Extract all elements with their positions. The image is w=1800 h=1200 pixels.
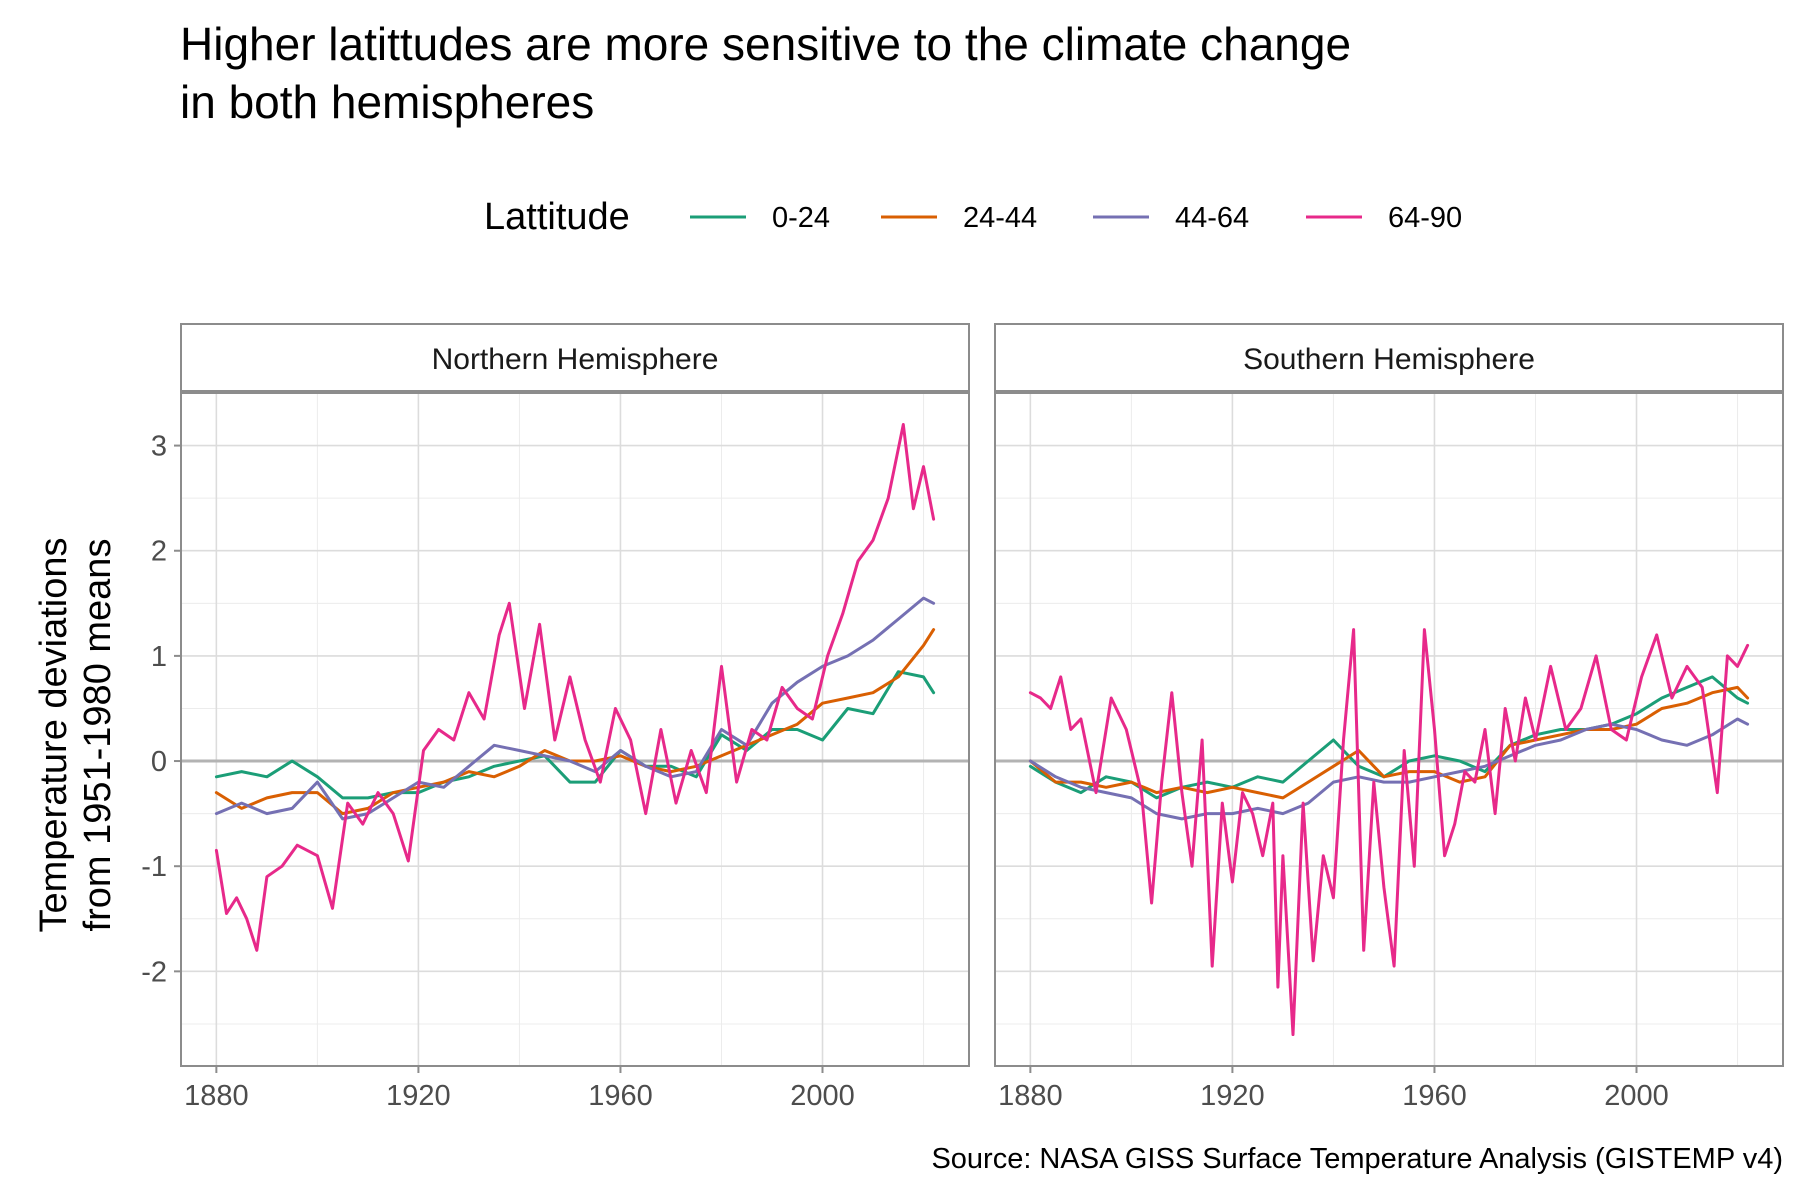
series-line-44-64-southern-hemisphere [1028, 717, 1750, 821]
y-axis-title-line-1: Temperature deviations [33, 538, 75, 933]
chart-title-line-2: in both hemispheres [180, 76, 594, 128]
series-line-0-24-northern-hemisphere [214, 670, 936, 800]
panel-border-northern-hemisphere [180, 392, 970, 1067]
x-tick-label: 1880 [998, 1080, 1063, 1112]
facet-label-northern-hemisphere: Northern Hemisphere [432, 343, 719, 376]
panel-northern-hemisphere: Northern Hemisphere 1880 1920 1960 2000 -2 -1 0… [141, 323, 970, 1112]
series-line-24-44-southern-hemisphere [1028, 685, 1750, 800]
legend-label-64-90: 64-90 [1388, 202, 1462, 234]
x-tick-label: 1960 [1402, 1080, 1467, 1112]
facet-strip-southern-hemisphere [994, 323, 1784, 392]
panel-southern-hemisphere: Southern Hemisphere 1880 1920 1960 2000 [994, 323, 1784, 1112]
x-tick-label: 1960 [588, 1080, 653, 1112]
legend-title: Lattitude [484, 196, 630, 238]
y-tick-label: -2 [141, 956, 167, 988]
legend: Lattitude 0-24 24-44 44-64 64-90 [484, 196, 1462, 238]
facet-strip-northern-hemisphere [180, 323, 970, 392]
panel-border-southern-hemisphere [994, 392, 1784, 1067]
legend-label-44-64: 44-64 [1175, 202, 1249, 234]
x-tick-label: 1920 [1200, 1080, 1265, 1112]
x-tick-label: 1920 [386, 1080, 451, 1112]
x-tick-label: 2000 [1604, 1080, 1669, 1112]
y-tick-label: -1 [141, 851, 167, 883]
x-tick-label: 2000 [790, 1080, 855, 1112]
series-line-64-90-northern-hemisphere [214, 423, 936, 952]
y-tick-label: 0 [151, 746, 167, 778]
facet-label-southern-hemisphere: Southern Hemisphere [1243, 343, 1535, 376]
series-line-0-24-southern-hemisphere [1028, 675, 1750, 800]
series-line-24-44-northern-hemisphere [214, 628, 936, 816]
y-axis-title: Temperature deviations from 1951-1980 me… [33, 538, 119, 933]
x-tick-label: 1880 [184, 1080, 249, 1112]
chart-caption: Source: NASA GISS Surface Temperature An… [931, 1143, 1783, 1175]
y-tick-label: 1 [151, 641, 167, 673]
panels: Northern Hemisphere 1880 1920 1960 2000 -2 -1 0… [141, 323, 1784, 1112]
y-tick-label: 3 [151, 431, 167, 463]
chart-title-line-1: Higher latittudes are more sensitive to … [180, 18, 1351, 70]
legend-label-0-24: 0-24 [772, 202, 830, 234]
y-axis-title-line-2: from 1951-1980 means [77, 539, 119, 932]
y-tick-label: 2 [151, 536, 167, 568]
series-line-64-90-southern-hemisphere [1028, 628, 1750, 1036]
legend-label-24-44: 24-44 [963, 202, 1037, 234]
